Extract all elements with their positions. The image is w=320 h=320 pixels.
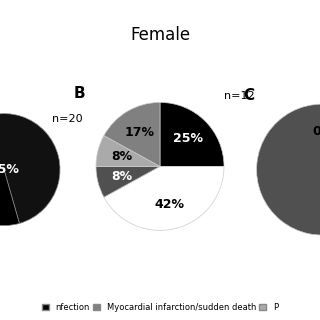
Text: 8%: 8%: [111, 170, 132, 183]
Wedge shape: [257, 104, 320, 235]
Text: 42%: 42%: [155, 198, 185, 211]
Text: 0%: 0%: [312, 125, 320, 138]
Wedge shape: [96, 136, 160, 166]
Text: 17%: 17%: [125, 126, 155, 139]
Text: B: B: [74, 86, 85, 101]
Wedge shape: [96, 166, 160, 197]
Text: n=20: n=20: [52, 114, 82, 124]
Wedge shape: [104, 166, 224, 230]
Legend: nfection, Myocardial infarction/sudden death, P: nfection, Myocardial infarction/sudden d…: [41, 302, 279, 313]
Text: 35%: 35%: [0, 163, 19, 176]
Wedge shape: [0, 150, 20, 226]
Text: 25%: 25%: [173, 132, 203, 145]
Wedge shape: [104, 102, 160, 166]
Text: n=12: n=12: [224, 91, 255, 101]
Wedge shape: [160, 102, 224, 166]
Wedge shape: [0, 114, 60, 223]
Text: C: C: [244, 88, 255, 103]
Text: 8%: 8%: [111, 150, 132, 163]
Text: Female: Female: [130, 26, 190, 44]
